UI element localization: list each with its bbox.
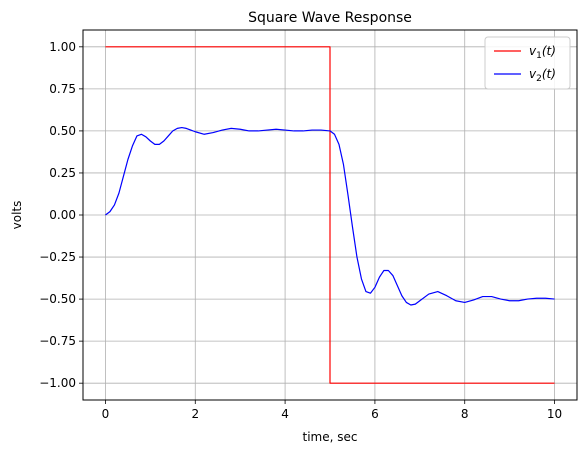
x-tick-label: 0: [102, 407, 110, 421]
x-tick-label: 8: [461, 407, 469, 421]
x-tick-label: 6: [371, 407, 379, 421]
series-layer: [105, 46, 555, 384]
legend: v1(t) v2(t): [484, 36, 571, 90]
x-tick-label: 4: [281, 407, 289, 421]
y-tick-label: 0.25: [49, 166, 76, 180]
ticks: 0 2 4 6 8 10 1.00 0.75 0.50 0.25 0.00 −0.25 −0.50 −0.…: [39, 40, 562, 421]
x-tick-label: 10: [547, 407, 562, 421]
x-axis-label: time, sec: [303, 430, 358, 444]
chart-title: Square Wave Response: [248, 10, 412, 26]
y-tick-label: 0.50: [49, 124, 76, 138]
legend-label: v2(t): [529, 67, 556, 84]
series-line-v1: [105, 46, 555, 384]
y-tick-label: 0.75: [49, 82, 76, 96]
y-tick-label: 1.00: [49, 40, 76, 54]
legend-label: v1(t): [529, 44, 556, 61]
y-tick-label: −0.50: [39, 292, 76, 306]
y-tick-label: −1.00: [39, 376, 76, 390]
y-tick-label: −0.25: [39, 250, 76, 264]
legend-box: [484, 36, 571, 90]
y-tick-label: −0.75: [39, 334, 76, 348]
y-tick-label: 0.00: [49, 208, 76, 222]
series-line-v2: [105, 126, 555, 306]
x-tick-label: 2: [191, 407, 199, 421]
y-axis-label: volts: [10, 201, 24, 230]
